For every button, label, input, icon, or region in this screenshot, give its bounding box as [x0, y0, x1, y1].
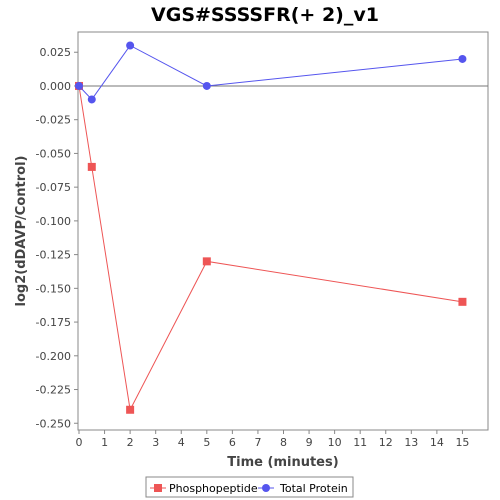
x-tick-label: 3	[152, 436, 159, 449]
x-tick-label: 9	[306, 436, 313, 449]
x-tick-label: 4	[178, 436, 185, 449]
y-tick-label: -0.175	[36, 316, 71, 329]
x-tick-label: 14	[430, 436, 444, 449]
data-point-phosphopeptide	[202, 257, 211, 266]
legend-box	[145, 476, 354, 498]
x-tick-label: 15	[455, 436, 469, 449]
legend: Phosphopeptide Total Protein	[145, 476, 354, 498]
x-tick-label: 10	[328, 436, 342, 449]
data-point-total-protein	[87, 95, 96, 104]
data-point-phosphopeptide	[458, 297, 467, 306]
x-axis: 0 1 2 3 4 5 6 7 8 9 10 11 12 13 14 15	[76, 430, 469, 449]
y-tick-label: -0.150	[36, 282, 71, 295]
legend-item-phosphopeptide: Phosphopeptide	[150, 482, 258, 495]
y-tick-label: -0.050	[36, 147, 71, 160]
legend-item-total-protein: Total Protein	[258, 482, 348, 495]
plot-area	[77, 31, 489, 431]
data-point-total-protein	[75, 81, 83, 90]
y-tick-label: -0.100	[36, 215, 71, 228]
x-tick-label: 11	[353, 436, 367, 449]
y-tick-label: -0.025	[36, 114, 71, 127]
y-axis-label: log2(dDAVP/Control)	[14, 156, 29, 307]
legend-marker-total-protein	[262, 484, 270, 492]
y-tick-label: -0.200	[36, 350, 71, 363]
legend-label-phosphopeptide: Phosphopeptide	[169, 482, 258, 495]
data-point-total-protein	[202, 81, 211, 90]
x-tick-label: 12	[379, 436, 393, 449]
y-tick-label: -0.225	[36, 384, 71, 397]
x-tick-label: 2	[127, 436, 134, 449]
x-tick-label: 0	[76, 436, 83, 449]
y-axis: 0.025 0.000 -0.025 -0.050 -0.075 -0.100 -0.125…	[36, 46, 78, 430]
y-tick-label: 0.025	[40, 46, 72, 59]
y-tick-label: -0.075	[36, 181, 71, 194]
x-tick-label: 5	[203, 436, 210, 449]
x-tick-label: 8	[280, 436, 287, 449]
legend-label-total-protein: Total Protein	[279, 482, 348, 495]
x-tick-label: 13	[404, 436, 418, 449]
data-point-phosphopeptide	[126, 405, 135, 414]
x-tick-label: 1	[101, 436, 108, 449]
chart-title: VGS#SSSSFR(+ 2)_v1	[151, 4, 379, 26]
y-tick-label: 0.000	[40, 80, 72, 93]
x-tick-label: 7	[254, 436, 261, 449]
y-tick-label: -0.250	[36, 417, 71, 430]
x-axis-label: Time (minutes)	[227, 455, 338, 470]
data-point-phosphopeptide	[87, 162, 96, 171]
series-layer	[75, 41, 467, 414]
legend-marker-phosphopeptide	[154, 484, 162, 492]
y-tick-label: -0.125	[36, 249, 71, 262]
x-tick-label: 6	[229, 436, 236, 449]
data-point-total-protein	[458, 54, 467, 63]
data-point-total-protein	[126, 41, 135, 50]
